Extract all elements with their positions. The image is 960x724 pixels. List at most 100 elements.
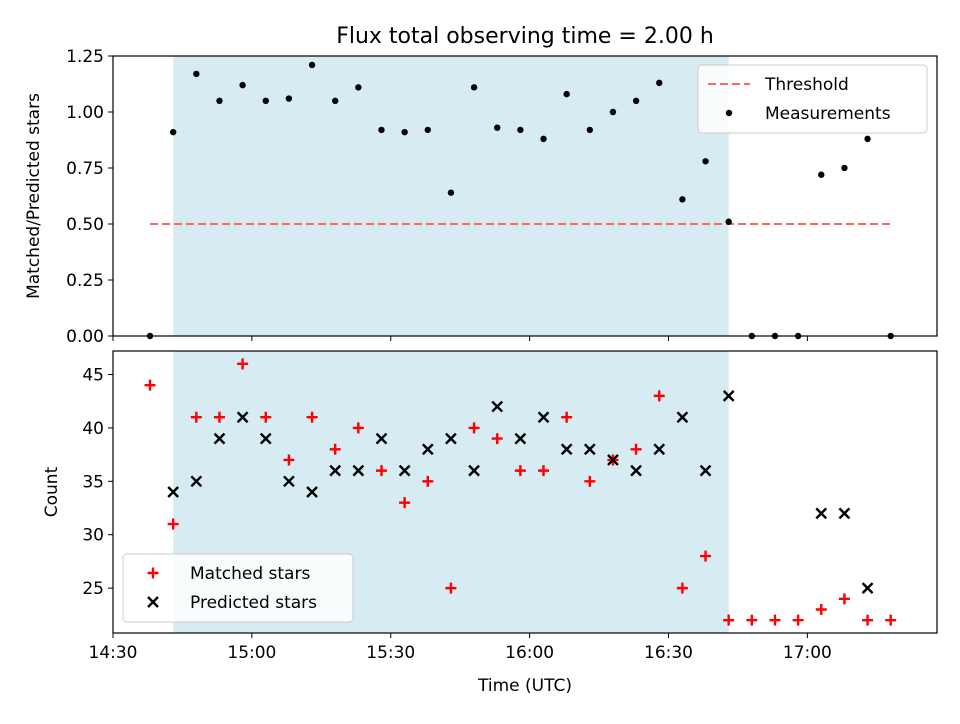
matched-star-point [375,465,387,477]
measurement-point [864,135,871,143]
measurement-point [424,126,431,134]
matched-star-point [700,550,712,562]
measurement-point [586,126,594,134]
axes-frame [112,350,938,634]
measurement-point [725,218,732,225]
measurement-point [540,135,547,143]
matched-star-point [190,411,202,423]
y-axis-label: Matched/Predicted stars [24,93,44,299]
predicted-star-point [630,464,642,477]
legend-measurements-label: Measurements [765,104,891,124]
legend-box [122,553,354,623]
measurement-point [193,70,200,78]
chart-title: Flux total observing time = 2.00 h [336,24,714,49]
measurement-point [239,81,246,89]
matched-star-point [491,433,503,445]
measurement-point [841,164,848,172]
measurement-point [332,97,339,105]
predicted-star-point [167,486,180,498]
x-tick-label: 16:30 [644,643,693,663]
measurement-point [679,196,686,203]
measurement-point [378,126,385,134]
legend-predicted-swatch [147,596,159,608]
predicted-star-point [445,432,457,445]
predicted-star-point [514,432,527,445]
matched-star-point [885,614,897,626]
predicted-star-point [491,400,504,413]
measurement-point [656,79,663,87]
legend-predicted-label: Predicted stars [190,593,317,613]
measurement-point [563,90,570,98]
matched-star-point [283,454,295,466]
matched-star-point [815,604,827,615]
predicted-star-point [676,411,689,424]
matched-star-point [792,614,804,626]
axes-frame [112,55,938,337]
matched-star-point [237,358,249,370]
legend-matched-swatch [147,567,159,579]
matched-star-point [445,582,457,594]
top-panel: 0.00 0.25 0.50 0.75 1.00 1.25 Matched/Predicte… [24,47,938,347]
y-tick-label: 0.25 [66,271,104,291]
x-axis-label: Time (UTC) [477,676,572,696]
measurement-point [216,97,223,105]
y-tick-label: 0.75 [66,159,104,179]
predicted-star-point [213,432,226,445]
predicted-star-point [653,443,666,456]
predicted-star-point [306,486,318,498]
measurement-point [169,128,177,136]
matched-star-point [167,518,179,530]
x-tick-label: 15:00 [227,643,276,663]
matched-star-point [144,379,156,391]
matched-star-point [746,614,758,626]
x-tick-label: 16:00 [505,643,554,663]
measurement-point [285,95,293,102]
measurement-point [262,97,269,105]
measurement-point [355,84,362,91]
predicted-star-point [236,411,249,424]
matched-star-point [584,475,596,487]
matched-star-point [352,422,364,434]
measurement-point [609,108,617,116]
matched-star-point [653,390,665,402]
predicted-star-point [468,464,480,477]
matched-star-point [213,411,225,423]
measurement-point [702,158,709,165]
predicted-star-point [861,582,874,594]
x-tick-label: 17:00 [783,643,832,663]
matched-star-point [630,443,642,455]
matched-star-point [676,582,688,594]
predicted-star-point [583,443,596,456]
predicted-star-point [259,432,272,445]
matched-star-point [399,497,411,509]
predicted-star-point [190,475,203,488]
legend-box [697,64,928,134]
matched-star-point [514,465,526,477]
measurement-point [470,84,478,91]
y-tick-label: 0.00 [66,327,104,347]
matched-star-point [422,475,434,487]
predicted-star-point [537,411,550,424]
predicted-star-point [283,475,295,488]
y-tick-label: 40 [82,419,104,439]
predicted-star-point [722,390,735,402]
matched-star-point [329,443,341,455]
matched-star-point [769,614,781,626]
matched-star-point [838,593,850,605]
y-axis-label: Count [42,466,62,517]
y-tick-label: 1.25 [66,47,104,67]
legend-matched-label: Matched stars [190,564,310,584]
predicted-star-point [352,464,365,477]
predicted-star-point [329,464,342,477]
matched-star-point [306,411,318,423]
x-tick-label: 15:30 [366,643,415,663]
y-tick-label: 25 [82,579,104,599]
predicted-star-point [375,432,388,445]
predicted-star-point [398,464,411,477]
measurement-point [517,126,524,134]
y-tick-label: 30 [82,526,104,546]
predicted-star-point [699,464,712,477]
measurement-point [632,97,640,105]
matched-star-point [862,614,874,626]
